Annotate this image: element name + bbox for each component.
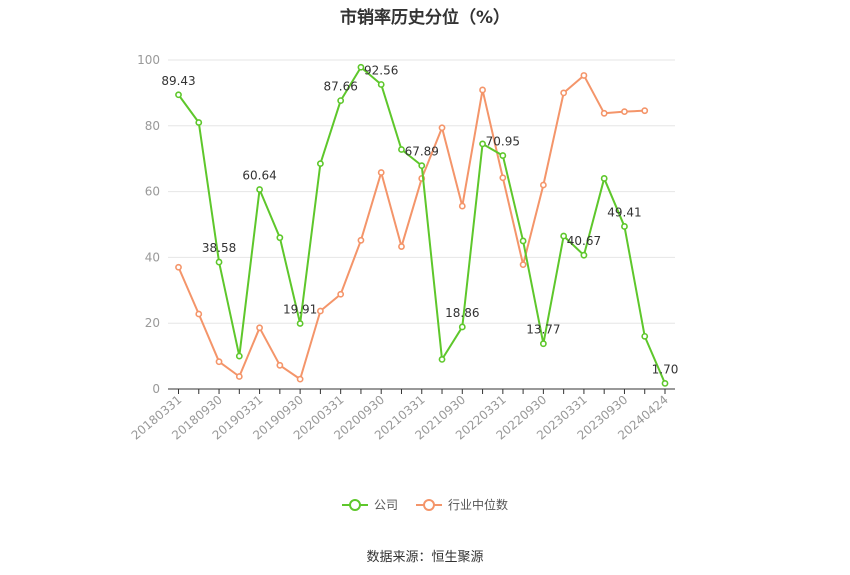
series-1-point: [519, 261, 527, 269]
series-1-point: [479, 86, 486, 94]
series-0-point: [438, 355, 446, 363]
series-0-point: [499, 152, 507, 159]
series-1-point: [398, 243, 405, 250]
series-1-point: [215, 358, 223, 366]
y-tick-label-100: 100: [137, 53, 160, 67]
series-1-point: [195, 310, 203, 318]
data-label: 67.89: [405, 145, 439, 159]
series-line-1: [177, 74, 645, 381]
series-0-point: [560, 232, 568, 240]
data-label: 89.43: [161, 74, 195, 88]
series-1-point: [276, 361, 284, 369]
series-0-point: [316, 160, 324, 168]
series-0-point: [276, 234, 284, 242]
grid-lines: [168, 59, 675, 324]
series-0-point: [661, 380, 669, 387]
data-labels: 89.43 38.58 60.64 19.91 87.66 92.56 67.89 18.86…: [161, 63, 678, 376]
series-1-point: [600, 109, 608, 117]
data-label: 40.67: [567, 234, 601, 248]
data-label: 49.41: [607, 205, 641, 219]
series-1-point: [438, 124, 446, 132]
series-1-point: [377, 169, 385, 176]
series-1-point: [175, 263, 182, 271]
series-0-point: [357, 63, 365, 71]
series-0-point: [296, 320, 304, 327]
series-0-point: [458, 323, 466, 331]
legend: 公司 行业中位数: [0, 496, 850, 513]
legend-label-company: 公司: [373, 498, 398, 512]
series-1-point: [641, 107, 649, 115]
series-0-point: [175, 91, 182, 99]
series-0-point: [641, 332, 649, 340]
series-0-point: [256, 186, 263, 193]
chart-title: 市销率历史分位（%）: [339, 8, 511, 28]
series-line-0: [177, 66, 666, 384]
y-tick-label-40: 40: [145, 250, 160, 264]
data-label: 13.77: [526, 323, 560, 337]
legend-swatch-company-icon: [341, 498, 368, 512]
legend-item-company[interactable]: 公司: [341, 496, 398, 513]
series-0-point: [539, 340, 547, 348]
source-note: 数据来源：恒生聚源: [366, 550, 484, 565]
series-1-point: [337, 290, 345, 298]
series-0-point: [398, 146, 405, 153]
data-label: 38.58: [202, 241, 236, 255]
series-1-point: [499, 174, 507, 182]
series-0-point: [580, 251, 588, 259]
data-label: 70.95: [486, 135, 520, 149]
data-label: 60.64: [242, 168, 276, 182]
series-1-point: [235, 373, 243, 380]
y-tick-label-60: 60: [145, 185, 160, 199]
data-label: 92.56: [364, 63, 398, 77]
series-0-point: [600, 175, 608, 182]
series-1-point: [560, 89, 568, 97]
line-chart: 0204060801002018033120180930201903312019…: [129, 53, 679, 443]
series-1-point: [357, 236, 365, 244]
data-label: 1.70: [652, 362, 679, 376]
data-label: 18.86: [445, 306, 479, 320]
y-tick-label-0: 0: [152, 382, 160, 396]
legend-swatch-industry-icon: [416, 498, 442, 512]
y-tick-label-20: 20: [145, 316, 160, 330]
series-0-point: [418, 162, 426, 170]
data-label: 87.66: [323, 80, 357, 94]
legend-label-industry-median: 行业中位数: [448, 498, 509, 512]
series-1-point: [458, 202, 466, 210]
series-0-point: [377, 81, 385, 88]
series-0-point: [215, 258, 223, 266]
series-lines: [175, 63, 669, 387]
series-0-point: [479, 140, 486, 148]
series-0-point: [621, 223, 628, 230]
series-0-point: [519, 237, 527, 245]
series-1-point: [621, 108, 628, 116]
series-1-point: [256, 324, 263, 332]
series-0-point: [195, 119, 203, 126]
series-1-point: [296, 375, 304, 383]
series-1-point: [580, 72, 588, 79]
series-1-point: [316, 307, 324, 315]
series-1-point: [539, 181, 547, 189]
series-0-point: [337, 97, 345, 104]
series-0-point: [235, 352, 243, 360]
legend-item-industry-median[interactable]: 行业中位数: [416, 496, 508, 513]
data-label: 19.91: [283, 302, 317, 316]
y-tick-label-80: 80: [145, 119, 160, 133]
